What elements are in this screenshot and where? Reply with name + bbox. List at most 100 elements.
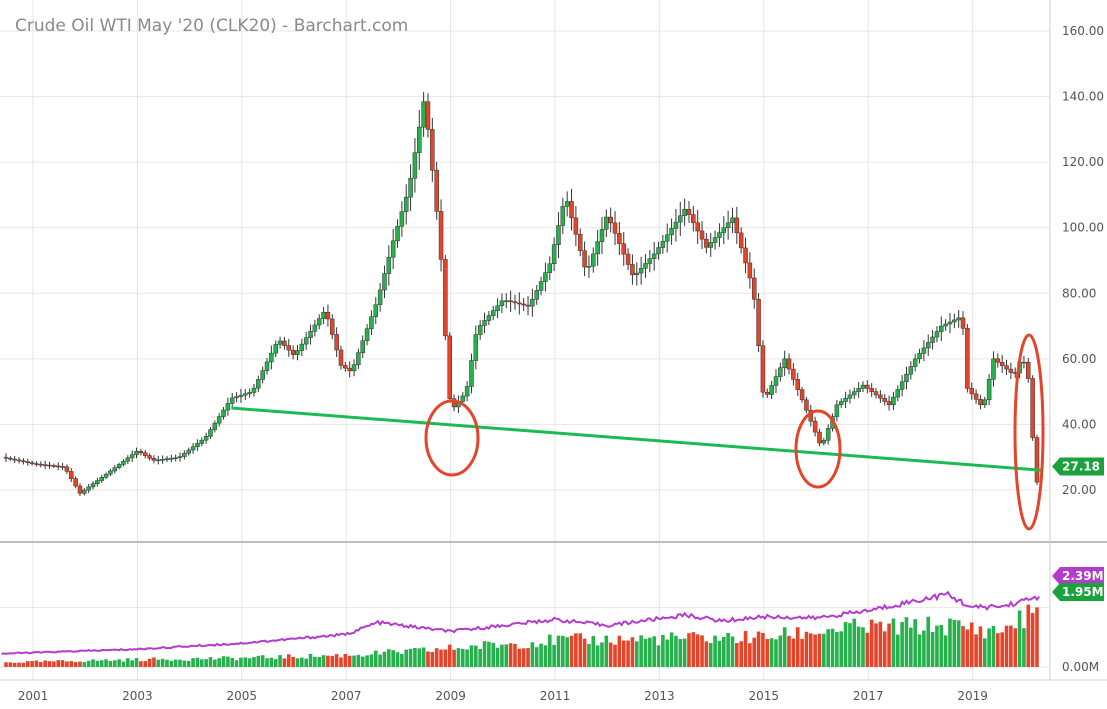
candle bbox=[12, 456, 17, 463]
candle-body bbox=[804, 399, 809, 411]
candle bbox=[351, 359, 357, 377]
volume-bar bbox=[756, 631, 761, 667]
candle bbox=[116, 462, 122, 470]
volume-bar bbox=[948, 618, 952, 667]
candle-body bbox=[134, 451, 139, 455]
volume-bar bbox=[360, 656, 365, 667]
x-tick-label: 2011 bbox=[540, 689, 571, 703]
candle-body bbox=[939, 325, 944, 332]
volume-bar bbox=[852, 618, 857, 667]
candle-body bbox=[634, 272, 640, 276]
candle-body bbox=[243, 393, 248, 396]
candle bbox=[547, 256, 553, 281]
candle-body bbox=[373, 304, 379, 317]
candle bbox=[247, 388, 252, 398]
candle bbox=[221, 406, 226, 420]
candle bbox=[486, 310, 492, 326]
candle-body bbox=[604, 216, 609, 230]
candle-body bbox=[856, 388, 861, 392]
candle bbox=[512, 294, 518, 310]
volume-bar bbox=[922, 630, 926, 667]
candle-body bbox=[795, 379, 800, 390]
volume-bar bbox=[30, 661, 34, 667]
volume-bar bbox=[82, 662, 87, 667]
volume-bar bbox=[926, 616, 931, 667]
volume-bar bbox=[134, 658, 139, 667]
y-tick-label: 40.00 bbox=[1062, 417, 1096, 431]
volume-bar bbox=[500, 644, 504, 667]
candle bbox=[608, 207, 613, 233]
candle-body bbox=[843, 397, 848, 402]
candle-body bbox=[182, 453, 187, 457]
volume-bar bbox=[830, 628, 835, 667]
candle-body bbox=[69, 471, 74, 479]
volume-bar bbox=[1035, 607, 1039, 667]
candle-body bbox=[760, 345, 766, 393]
candle bbox=[182, 450, 187, 460]
volume-bar bbox=[243, 657, 248, 667]
candle-body bbox=[364, 328, 370, 341]
circled-low-2020 bbox=[1013, 333, 1045, 531]
candle-body bbox=[42, 464, 48, 466]
volume-bar bbox=[969, 622, 974, 667]
candle-body bbox=[908, 366, 914, 375]
candle-body bbox=[934, 331, 940, 338]
candle-body bbox=[47, 464, 52, 467]
candle-body bbox=[351, 364, 357, 372]
candle bbox=[899, 374, 905, 397]
volume-bar bbox=[682, 638, 687, 667]
volume-bar bbox=[904, 617, 909, 667]
volume-bar bbox=[456, 648, 461, 667]
x-tick-label: 2009 bbox=[435, 689, 466, 703]
candle bbox=[212, 420, 218, 433]
candle-body bbox=[564, 201, 570, 207]
candle-body bbox=[1026, 361, 1031, 379]
volume-bar bbox=[478, 648, 482, 667]
last-price-badge-shape bbox=[1052, 457, 1104, 476]
candle-body bbox=[708, 242, 713, 248]
candle-body bbox=[477, 325, 483, 335]
volume-badge: 1.95M bbox=[1052, 583, 1104, 601]
candle-body bbox=[399, 211, 405, 227]
candle bbox=[8, 456, 13, 461]
candle bbox=[164, 455, 170, 463]
candle bbox=[865, 380, 870, 394]
candle bbox=[403, 184, 409, 225]
candle-body bbox=[386, 256, 392, 274]
volume-bar bbox=[900, 622, 904, 667]
volume-bar bbox=[417, 648, 422, 667]
volume-bar bbox=[234, 660, 239, 667]
candle bbox=[73, 476, 78, 489]
candle-body bbox=[612, 222, 618, 234]
candle bbox=[273, 340, 278, 358]
volume-bar bbox=[391, 650, 395, 667]
volume-bar bbox=[578, 633, 583, 667]
volume-bar bbox=[943, 635, 948, 667]
volume-bar bbox=[482, 641, 487, 667]
candle bbox=[360, 335, 365, 359]
candle bbox=[895, 385, 901, 402]
candle bbox=[1026, 357, 1031, 383]
candle bbox=[156, 455, 161, 465]
volume-bar bbox=[39, 662, 43, 667]
candle bbox=[77, 483, 83, 497]
candle bbox=[738, 227, 744, 254]
candle-body bbox=[817, 431, 822, 444]
candle-body bbox=[812, 420, 818, 433]
candle-body bbox=[943, 323, 948, 327]
candle bbox=[417, 109, 422, 170]
candle-body bbox=[303, 337, 309, 345]
candle bbox=[638, 256, 644, 285]
volume-bar bbox=[213, 659, 217, 667]
candle-body bbox=[686, 209, 692, 215]
candle bbox=[612, 211, 618, 246]
candle bbox=[147, 453, 152, 461]
candle bbox=[25, 458, 31, 466]
candle-body bbox=[99, 477, 104, 481]
volume-bar bbox=[743, 631, 748, 667]
candle-body bbox=[782, 358, 787, 368]
volume-bar bbox=[143, 661, 148, 667]
volume-bar bbox=[739, 641, 743, 667]
candle-body bbox=[256, 379, 261, 389]
